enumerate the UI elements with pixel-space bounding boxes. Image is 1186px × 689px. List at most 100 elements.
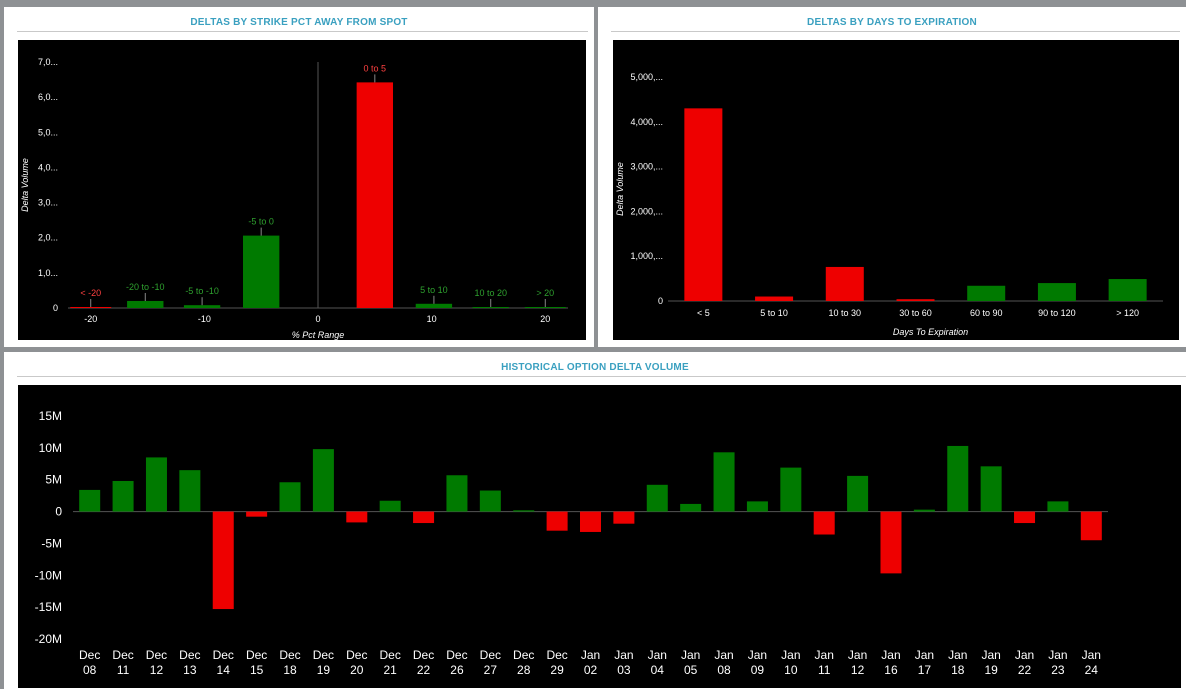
bar [446, 475, 468, 512]
x-tick-month: Jan [881, 648, 900, 662]
bar [379, 500, 401, 512]
history-chart: 15M 10M 5M 0 -5M -10M -15M -20M Dec 08 Dec 11 Dec 12 D… [18, 385, 1181, 688]
x-tick-day: 16 [884, 663, 898, 677]
y-tick-label: -20M [35, 632, 62, 646]
x-tick-day: 13 [183, 663, 197, 677]
x-tick-day: 11 [818, 663, 831, 677]
y-tick-label: 0 [658, 296, 663, 306]
y-axis-title: Delta Volume [615, 162, 625, 216]
x-tick-month: Jan [581, 648, 600, 662]
bar [70, 307, 112, 308]
x-tick-day: 18 [951, 663, 965, 677]
y-tick-label: 0 [55, 505, 62, 519]
bar-label: -20 to -10 [126, 282, 165, 292]
bar [279, 482, 301, 512]
x-tick-month: Dec [413, 648, 434, 662]
bar [813, 511, 835, 535]
bar [479, 490, 501, 512]
x-tick-month: Dec [179, 648, 200, 662]
bar [513, 510, 535, 512]
x-tick-month: Jan [748, 648, 767, 662]
bar [684, 108, 723, 301]
bar [646, 484, 668, 512]
x-tick-month: Jan [614, 648, 633, 662]
bar [613, 511, 635, 524]
y-tick-label: 5,0... [38, 127, 58, 137]
x-tick-label: 10 to 30 [829, 308, 862, 318]
bar [780, 467, 802, 512]
x-tick-label: 5 to 10 [760, 308, 788, 318]
x-tick-label: > 120 [1116, 308, 1139, 318]
x-tick-day: 19 [984, 663, 998, 677]
bar-label: > 20 [536, 288, 554, 298]
x-tick-month: Jan [848, 648, 867, 662]
bar [356, 82, 393, 308]
x-tick-month: Jan [948, 648, 967, 662]
bar [1108, 279, 1147, 301]
y-tick-label: -5M [41, 536, 62, 550]
days-title-rule [611, 31, 1180, 32]
x-tick-day: 09 [751, 663, 765, 677]
bar [112, 480, 134, 512]
bar [1080, 511, 1102, 541]
bar [127, 300, 164, 308]
x-tick-month: Dec [79, 648, 100, 662]
x-tick-day: 27 [484, 663, 498, 677]
bar-label: -5 to 0 [248, 217, 274, 227]
days-chart-svg: 0 1,000,... 2,000,... 3,000,... 4,000,... 5,0… [615, 72, 1163, 337]
x-tick-day: 24 [1085, 663, 1099, 677]
y-tick-label: -15M [35, 600, 62, 614]
days-chart: 0 1,000,... 2,000,... 3,000,... 4,000,... 5,0… [613, 40, 1179, 340]
x-tick-month: Dec [146, 648, 167, 662]
days-panel: DELTAS BY DAYS TO EXPIRATION 0 1,000,... 2… [598, 7, 1186, 347]
x-tick-label: -20 [84, 314, 97, 324]
x-tick-day: 10 [784, 663, 798, 677]
x-tick-month: Jan [681, 648, 700, 662]
y-tick-label: 6,0... [38, 92, 58, 102]
history-panel: HISTORICAL OPTION DELTA VOLUME 15M 10M 5M 0… [4, 352, 1186, 689]
x-tick-day: 02 [584, 663, 598, 677]
x-tick-month: Dec [246, 648, 267, 662]
x-tick-day: 26 [450, 663, 464, 677]
x-tick-day: 29 [550, 663, 564, 677]
strike-chart-svg: 0 1,0... 2,0... 3,0... 4,0... 5,0... 6,0... 7,0… [20, 57, 568, 340]
x-tick-day: 22 [417, 663, 431, 677]
y-tick-label: 4,000,... [630, 117, 663, 127]
x-tick-label: 30 to 60 [899, 308, 932, 318]
y-tick-label: 1,0... [38, 268, 58, 278]
x-tick-month: Jan [648, 648, 667, 662]
strike-title-rule [17, 31, 588, 32]
bar-label: 5 to 10 [420, 285, 448, 295]
x-tick-day: 18 [283, 663, 297, 677]
y-tick-label: -10M [35, 568, 62, 582]
x-tick-day: 15 [250, 663, 264, 677]
strike-panel-title: DELTAS BY STRIKE PCT AWAY FROM SPOT [190, 17, 408, 28]
x-tick-month: Jan [915, 648, 934, 662]
x-tick-day: 05 [684, 663, 698, 677]
x-axis-title: Days To Expiration [893, 327, 968, 337]
bar [524, 307, 566, 308]
x-tick-label: < 5 [697, 308, 710, 318]
history-title-rule [17, 376, 1186, 377]
x-tick-day: 19 [317, 663, 331, 677]
y-tick-label: 7,0... [38, 57, 58, 67]
bar-label: < -20 [80, 288, 101, 298]
x-tick-label: 20 [540, 314, 550, 324]
history-chart-svg: 15M10M5M0-5M-10M-15M-20MDec08Dec11Dec12D… [35, 409, 1108, 677]
x-tick-day: 28 [517, 663, 531, 677]
x-tick-day: 04 [651, 663, 665, 677]
bar [212, 511, 234, 610]
x-tick-month: Jan [815, 648, 834, 662]
x-tick-label: 0 [315, 314, 320, 324]
bar [880, 511, 902, 574]
bar-label: 0 to 5 [364, 63, 387, 73]
x-tick-label: 90 to 120 [1038, 308, 1076, 318]
days-panel-title: DELTAS BY DAYS TO EXPIRATION [807, 17, 977, 28]
bar [913, 509, 935, 512]
x-tick-label: 60 to 90 [970, 308, 1003, 318]
bar [183, 305, 221, 308]
x-tick-month: Jan [1082, 648, 1101, 662]
y-tick-label: 3,0... [38, 198, 58, 208]
x-tick-day: 08 [83, 663, 97, 677]
bar-label: -5 to -10 [185, 286, 219, 296]
